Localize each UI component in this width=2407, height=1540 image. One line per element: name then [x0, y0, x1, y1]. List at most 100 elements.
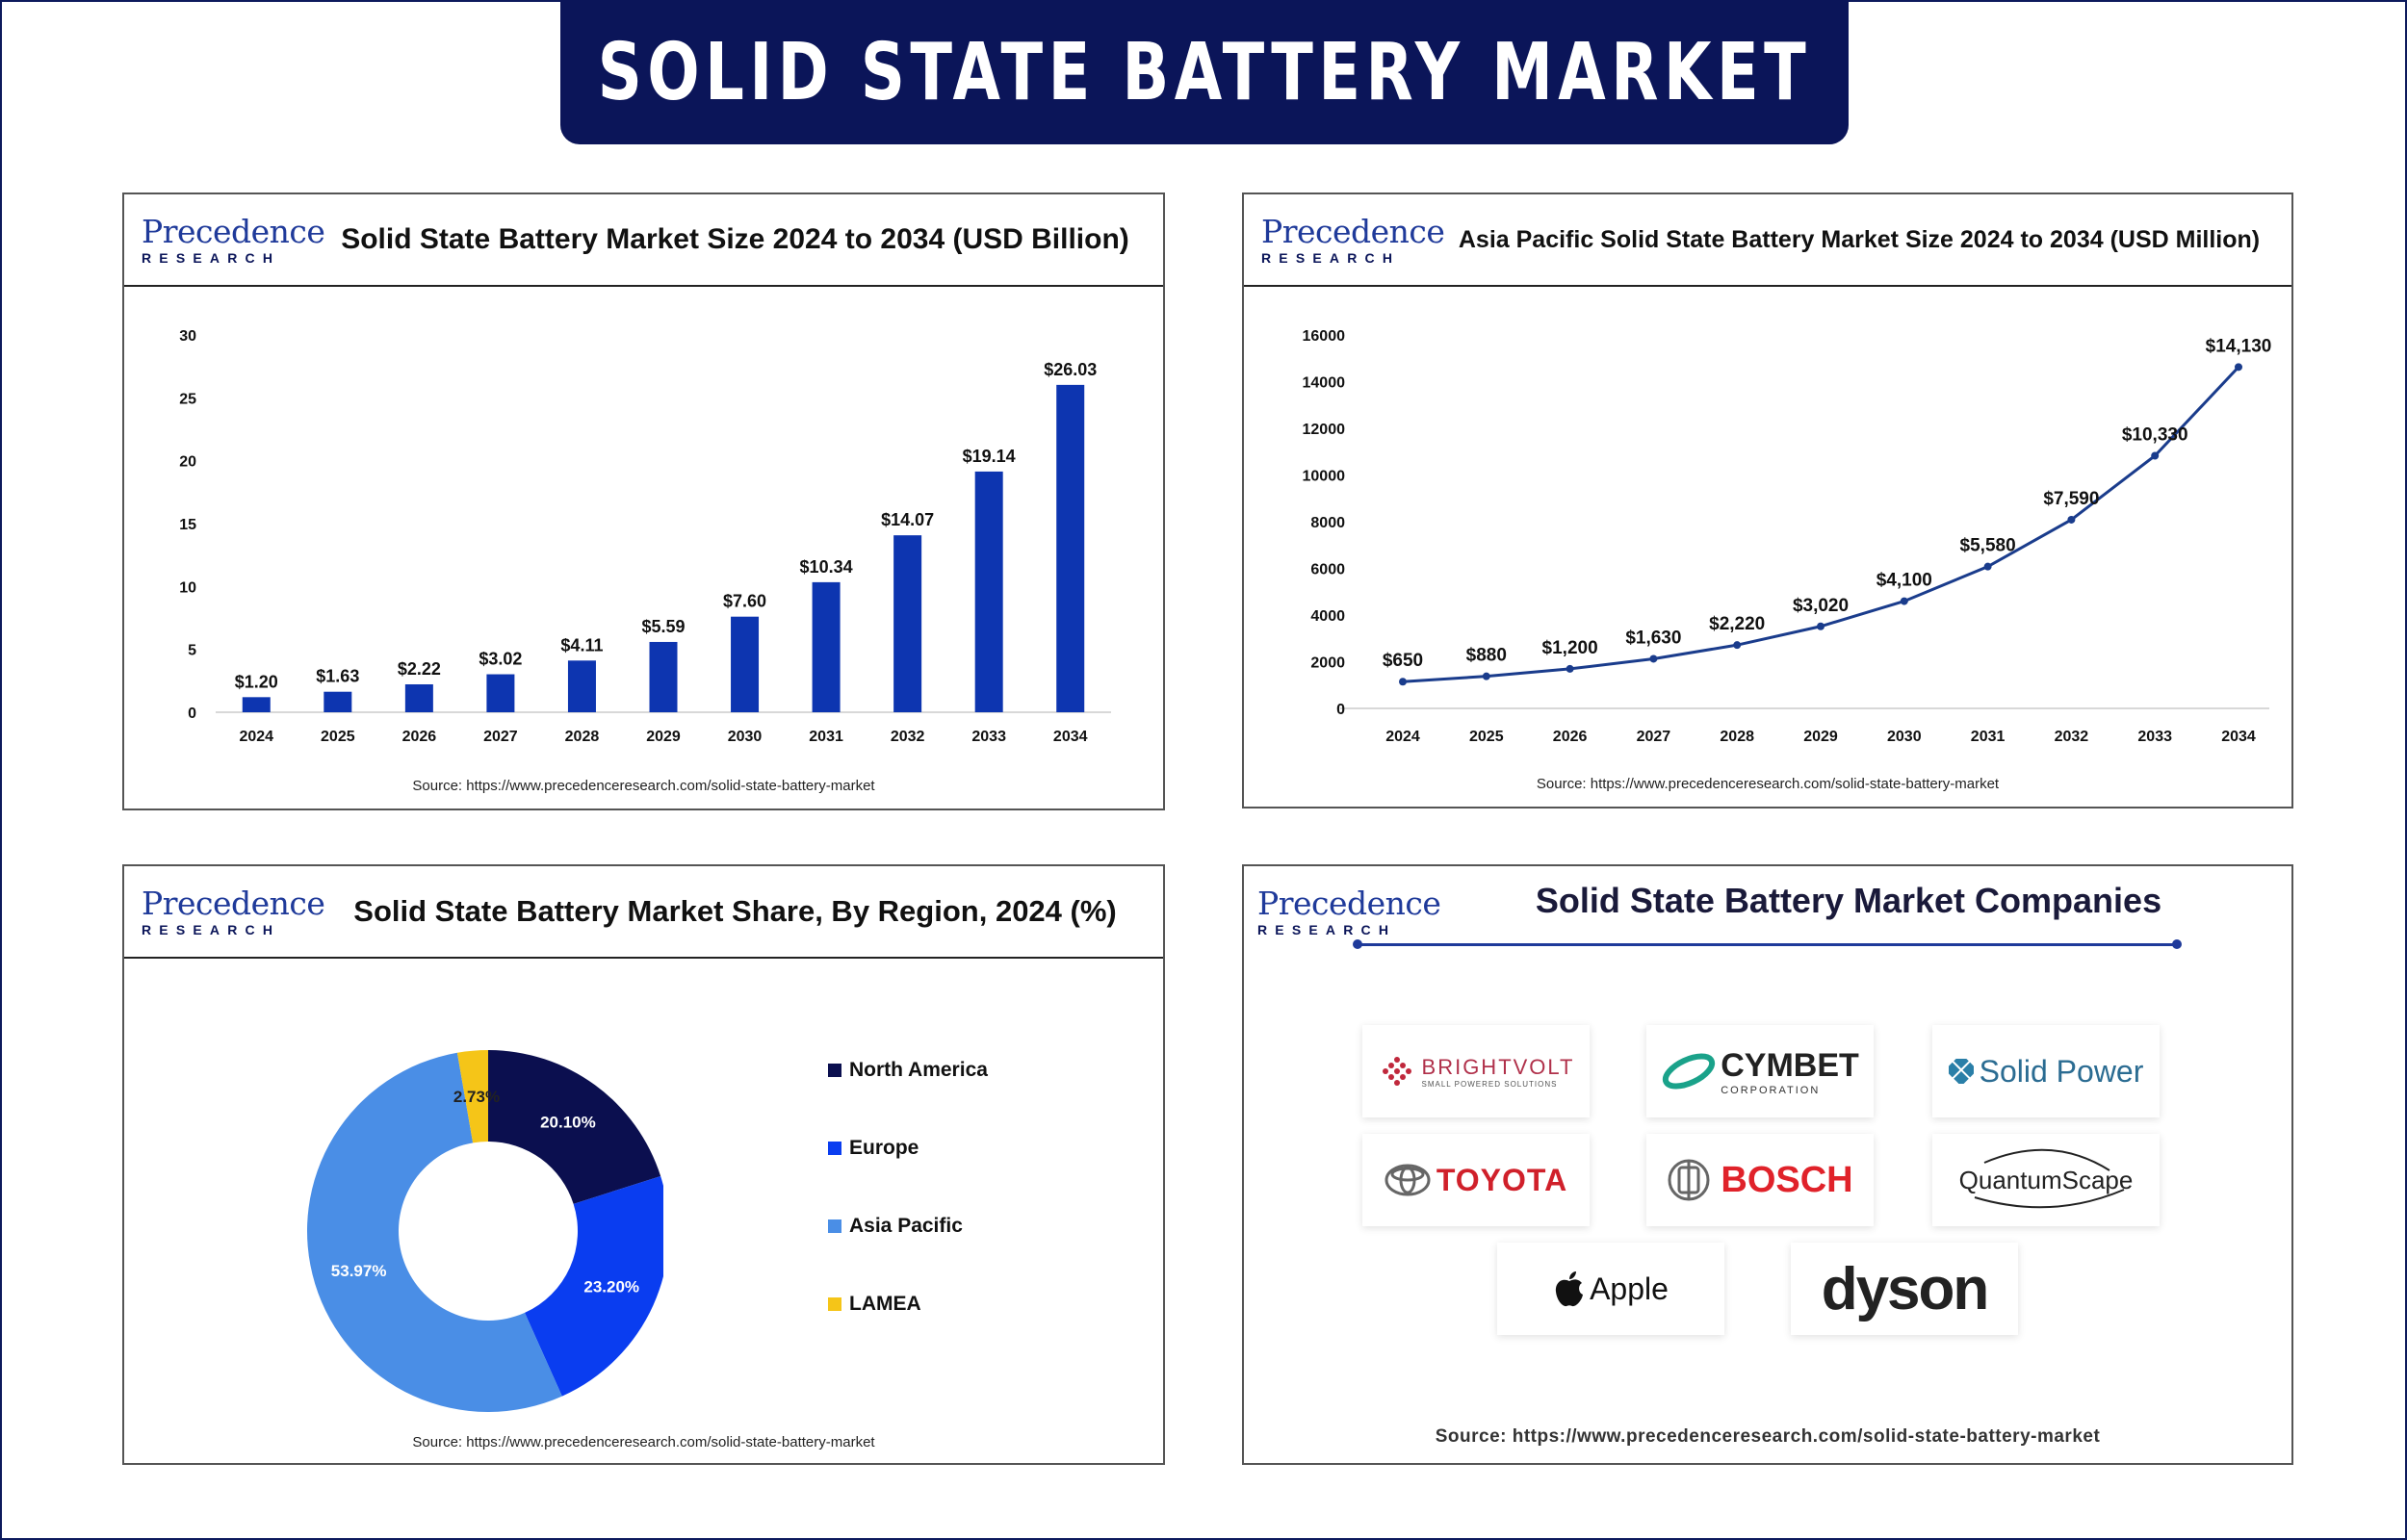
- point-data-label: $3,020: [1793, 596, 1849, 616]
- company-card-bosch: BOSCH: [1646, 1134, 1874, 1226]
- legend-swatch: [828, 1142, 841, 1155]
- donut-slice: [307, 1052, 562, 1412]
- x-tick-label: 2032: [891, 729, 925, 745]
- logo-subtitle: RESEARCH: [1257, 922, 1397, 937]
- logo-subtitle: RESEARCH: [142, 922, 281, 937]
- company-card-dyson: dyson: [1791, 1243, 2018, 1335]
- bar: [324, 691, 352, 712]
- y-tick-label: 5: [188, 643, 196, 659]
- company-name: CYMBET: [1721, 1046, 1859, 1084]
- point-data-label: $5,580: [1960, 536, 2016, 556]
- logo-wordmark: Precedence: [142, 885, 325, 922]
- company-tagline: CORPORATION: [1721, 1084, 1821, 1096]
- company-card-solid-power: Solid Power: [1932, 1025, 2160, 1117]
- legend-swatch: [828, 1219, 841, 1233]
- donut-slice: [525, 1176, 663, 1397]
- legend-label: Asia Pacific: [849, 1215, 963, 1237]
- bar-chart-title: Solid State Battery Market Size 2024 to …: [341, 223, 1129, 255]
- bar: [404, 683, 433, 712]
- donut-chart-panel: Precedence RESEARCH Solid State Battery …: [122, 864, 1165, 1465]
- bosch-armature-icon: [1668, 1159, 1710, 1201]
- bar-data-label: $7.60: [723, 592, 766, 611]
- line-chart-panel: Precedence RESEARCH Asia Pacific Solid S…: [1242, 192, 2293, 808]
- bar-data-label: $3.02: [479, 650, 522, 669]
- bar: [812, 581, 841, 712]
- series-line: [1402, 366, 2240, 683]
- company-card-quantumscape: QuantumScape: [1932, 1134, 2160, 1226]
- y-tick-label: 14000: [1303, 375, 1346, 392]
- company-name: Solid Power: [1979, 1053, 2144, 1089]
- slice-data-label: 23.20%: [583, 1277, 639, 1296]
- company-card-toyota: TOYOTA: [1362, 1134, 1590, 1226]
- slice-data-label: 2.73%: [453, 1088, 500, 1106]
- bar-data-label: $5.59: [641, 617, 685, 636]
- x-tick-label: 2026: [1553, 729, 1588, 745]
- company-name: BRIGHTVOLT: [1421, 1054, 1575, 1079]
- y-tick-label: 8000: [1310, 515, 1345, 531]
- bar-data-label: $1.20: [235, 672, 278, 691]
- bar: [486, 674, 515, 712]
- legend-item-north-america: North America: [828, 1059, 988, 1082]
- precedence-logo: Precedence RESEARCH: [142, 216, 325, 268]
- x-tick-label: 2025: [1469, 729, 1504, 745]
- donut-chart: 20.10% 23.20% 53.97% 2.73%: [307, 1050, 663, 1412]
- data-point: [1817, 622, 1825, 630]
- y-tick-label: 25: [179, 391, 196, 407]
- x-tick-label: 2031: [1971, 729, 2006, 745]
- bar: [649, 641, 678, 712]
- logo-subtitle: RESEARCH: [142, 250, 281, 266]
- solid-power-icon: [1948, 1059, 1974, 1084]
- data-point: [2067, 515, 2076, 524]
- company-tagline: SMALL POWERED SOLUTIONS: [1421, 1079, 1558, 1089]
- y-tick-label: 20: [179, 454, 196, 471]
- y-tick-label: 2000: [1310, 655, 1345, 672]
- x-tick-label: 2025: [321, 729, 355, 745]
- y-tick-label: 16000: [1303, 328, 1346, 345]
- bar: [567, 660, 596, 712]
- companies-source: Source: https://www.precedenceresearch.c…: [1435, 1426, 2101, 1447]
- main-banner: SOLID STATE BATTERY MARKET: [560, 0, 1849, 144]
- legend-label: North America: [849, 1059, 988, 1081]
- donut-slice: [488, 1050, 661, 1204]
- x-tick-label: 2027: [483, 729, 518, 745]
- donut-slice: [456, 1050, 488, 1143]
- legend-item-asia-pacific: Asia Pacific: [828, 1215, 963, 1238]
- brightvolt-icon: [1382, 1057, 1411, 1086]
- y-tick-label: 15: [179, 517, 196, 533]
- cymbet-swoosh-icon: [1663, 1053, 1716, 1090]
- x-tick-label: 2030: [1887, 729, 1922, 745]
- y-tick-label: 4000: [1310, 608, 1345, 625]
- y-tick-label: 12000: [1303, 422, 1346, 438]
- underline-dot-left: [1353, 939, 1362, 949]
- point-data-label: $10,330: [2122, 424, 2188, 445]
- y-tick-label: 10000: [1303, 469, 1346, 485]
- point-data-label: $7,590: [2043, 489, 2099, 509]
- legend-swatch: [828, 1297, 841, 1311]
- bar-data-label: $14.07: [881, 510, 934, 529]
- x-tick-label: 2034: [2221, 729, 2256, 745]
- y-tick-label: 0: [1336, 702, 1345, 718]
- precedence-logo: Precedence RESEARCH: [1257, 885, 1441, 939]
- logo-subtitle: RESEARCH: [1261, 250, 1401, 266]
- x-tick-label: 2032: [2055, 729, 2089, 745]
- bar-data-label: $26.03: [1044, 360, 1097, 379]
- x-tick-label: 2033: [2137, 729, 2172, 745]
- company-name: QuantumScape: [1958, 1165, 2134, 1194]
- x-tick-label: 2029: [646, 729, 681, 745]
- donut-chart-title: Solid State Battery Market Share, By Reg…: [353, 894, 1117, 928]
- logo-wordmark: Precedence: [1261, 213, 1445, 250]
- bar: [974, 471, 1003, 712]
- data-point: [1566, 664, 1574, 673]
- y-tick-label: 10: [179, 579, 196, 596]
- slice-data-label: 20.10%: [540, 1114, 596, 1132]
- x-tick-label: 2024: [1385, 729, 1420, 745]
- panel-header: Precedence RESEARCH Solid State Battery …: [124, 866, 1163, 959]
- slice-data-label: 53.97%: [331, 1262, 387, 1280]
- logo-wordmark: Precedence: [1257, 885, 1441, 922]
- company-card-cymbet: CYMBET CORPORATION: [1646, 1025, 1874, 1117]
- donut-chart-source: Source: https://www.precedenceresearch.c…: [412, 1434, 875, 1450]
- line-chart: 0 2000 4000 6000 8000 10000 12000 14000 16000 $65…: [1303, 328, 2272, 745]
- x-tick-label: 2026: [402, 729, 437, 745]
- data-point: [1649, 654, 1658, 663]
- bar: [893, 535, 922, 712]
